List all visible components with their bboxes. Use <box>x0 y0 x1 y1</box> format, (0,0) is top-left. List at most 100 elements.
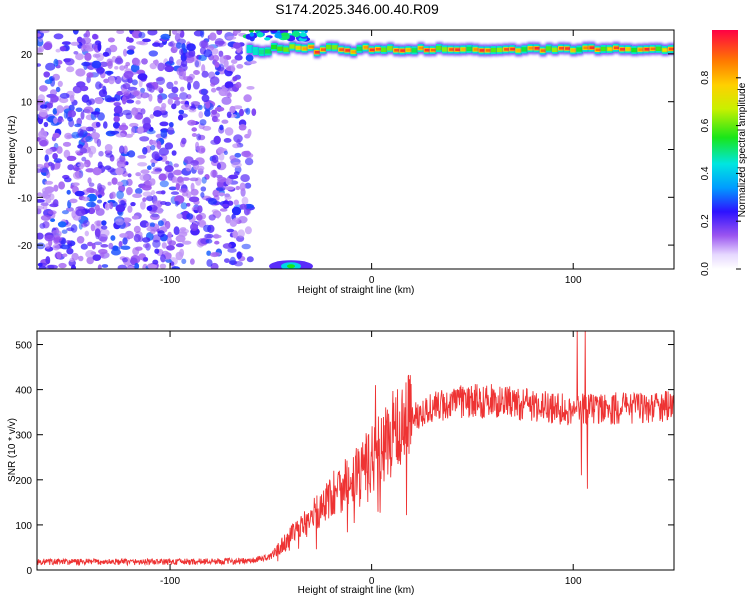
noise-speckle <box>44 79 53 85</box>
noise-speckle <box>59 92 70 99</box>
signal-peak <box>528 46 534 50</box>
noise-speckle <box>180 60 188 67</box>
noise-speckle <box>135 59 141 67</box>
noise-speckle <box>165 258 172 263</box>
noise-speckle <box>187 119 197 126</box>
noise-speckle <box>168 56 174 64</box>
noise-speckle <box>173 163 179 168</box>
signal-leak <box>281 32 289 37</box>
signal-inner <box>435 45 443 51</box>
signal-peak <box>607 47 613 51</box>
noise-speckle <box>160 33 171 40</box>
noise-speckle <box>122 83 131 90</box>
noise-speckle <box>241 196 249 205</box>
noise-speckle <box>95 81 102 90</box>
noise-speckle <box>118 240 123 248</box>
noise-speckle <box>216 212 220 219</box>
noise-speckle <box>43 42 53 51</box>
noise-speckle <box>181 258 187 264</box>
noise-speckle <box>190 258 195 265</box>
signal-peak <box>479 49 485 52</box>
signal-leak <box>260 30 270 33</box>
signal-peak <box>320 48 326 51</box>
noise-speckle <box>39 223 46 229</box>
noise-speckle <box>214 61 220 68</box>
noise-speckle <box>108 242 114 250</box>
colorbar-tick-label: 0.2 <box>700 214 711 228</box>
noise-speckle <box>130 202 136 207</box>
noise-speckle <box>240 174 250 183</box>
noise-speckle <box>153 110 162 117</box>
noise-speckle <box>224 195 232 200</box>
noise-speckle <box>92 33 98 40</box>
noise-speckle <box>85 250 95 259</box>
noise-speckle <box>77 163 88 168</box>
noise-speckle <box>218 88 228 97</box>
noise-speckle <box>137 162 148 167</box>
noise-speckle <box>135 172 142 177</box>
noise-speckle <box>142 147 148 155</box>
noise-speckle <box>118 124 129 131</box>
noise-speckle <box>109 201 114 210</box>
noise-speckle <box>56 251 62 260</box>
signal-peak <box>638 48 644 51</box>
noise-speckle <box>146 195 154 202</box>
noise-speckle <box>81 156 87 162</box>
noise-speckle <box>37 199 45 203</box>
noise-speckle <box>134 262 140 269</box>
noise-speckle <box>158 173 167 181</box>
signal-leak <box>256 32 264 38</box>
signal-peak <box>430 48 436 52</box>
noise-speckle <box>200 186 207 192</box>
noise-speckle <box>216 162 222 170</box>
snr-y-title: SNR (10 * v/v) <box>7 418 18 482</box>
noise-speckle <box>125 187 133 195</box>
y-tick-label: -10 <box>18 193 33 204</box>
noise-speckle <box>226 111 232 119</box>
noise-speckle <box>212 54 220 62</box>
noise-speckle <box>171 150 177 156</box>
noise-speckle <box>123 48 128 57</box>
noise-speckle <box>40 214 51 221</box>
noise-speckle <box>231 206 242 216</box>
noise-speckle <box>179 86 185 92</box>
signal-peak <box>516 49 522 52</box>
noise-speckle <box>49 203 59 208</box>
noise-speckle <box>87 241 93 247</box>
noise-speckle <box>132 247 140 256</box>
noise-speckle <box>175 42 182 49</box>
noise-speckle <box>176 213 183 219</box>
noise-speckle <box>218 50 224 57</box>
noise-speckle <box>201 94 210 103</box>
noise-speckle <box>72 167 81 172</box>
noise-speckle <box>149 140 157 145</box>
noise-speckle <box>146 129 156 135</box>
noise-speckle <box>186 43 196 52</box>
noise-speckle <box>171 86 179 94</box>
noise-speckle <box>94 204 100 212</box>
colorbar-tick-label: 0.4 <box>700 166 711 180</box>
noise-speckle <box>43 121 49 128</box>
noise-speckle <box>65 207 74 212</box>
noise-speckle <box>198 54 207 62</box>
noise-speckle <box>86 72 94 78</box>
noise-speckle <box>58 181 65 190</box>
noise-speckle <box>116 91 124 96</box>
noise-speckle <box>37 262 43 267</box>
noise-speckle <box>221 203 230 208</box>
noise-speckle <box>228 174 239 180</box>
noise-speckle <box>88 188 98 194</box>
noise-speckle <box>190 160 200 166</box>
noise-speckle <box>201 70 209 78</box>
noise-speckle <box>173 80 178 85</box>
noise-speckle <box>113 115 120 123</box>
x-tick-label: 0 <box>369 275 375 286</box>
noise-speckle <box>55 86 61 93</box>
noise-speckle <box>75 107 83 113</box>
noise-speckle <box>52 153 58 160</box>
noise-speckle <box>209 32 217 41</box>
noise-speckle <box>50 95 59 103</box>
colorbar-ticks: 0.0 0.2 0.4 0.6 0.8 <box>700 70 741 276</box>
noise-speckle <box>37 33 41 38</box>
noise-speckle <box>199 119 207 126</box>
